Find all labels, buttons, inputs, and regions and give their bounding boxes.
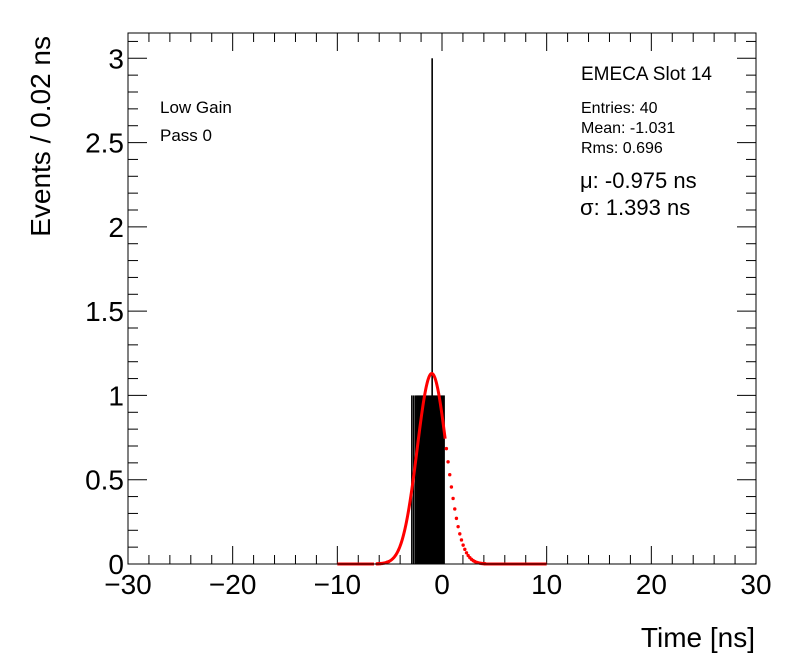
histogram-bin	[423, 395, 426, 564]
histogram-bin	[440, 395, 442, 564]
y-tick-label: 3	[108, 43, 124, 74]
histogram-bin	[426, 395, 429, 564]
histogram-bin	[421, 395, 423, 564]
fit-tail-point	[463, 547, 467, 552]
fit-tail-point	[446, 460, 450, 464]
fit-tail-point	[448, 473, 452, 477]
histogram-bin	[424, 395, 427, 564]
y-tick-label: 0	[108, 549, 124, 580]
fit-tail-point	[444, 446, 449, 451]
histogram-bin	[414, 395, 417, 564]
fit-sigma-label: σ: 1.393 ns	[580, 195, 690, 220]
x-tick-label: −10	[314, 569, 362, 600]
fit-tail-point	[464, 551, 469, 555]
histogram-bin	[425, 395, 428, 564]
gain-label: Low Gain	[160, 98, 232, 117]
histogram-bin	[432, 395, 434, 564]
histogram-bin	[433, 395, 435, 564]
fit-mu-label: μ: -0.975 ns	[580, 168, 697, 193]
histogram-bin	[443, 395, 445, 564]
fit-tail-point	[458, 532, 462, 536]
stats-title: EMECA Slot 14	[581, 64, 712, 85]
fit-tail-point	[459, 538, 464, 542]
pass-label: Pass 0	[160, 126, 212, 145]
histogram-bin	[431, 58, 433, 565]
plot-frame	[127, 32, 757, 565]
histogram-bin	[441, 395, 443, 564]
fit-tail-point	[453, 507, 457, 511]
x-tick-label: 20	[636, 569, 667, 600]
histogram-bin	[419, 395, 421, 564]
histogram-bin	[437, 395, 439, 564]
x-tick-labels: −30 −20 −10 0 10 20 30	[104, 569, 771, 600]
y-tick-label: 2.5	[85, 128, 124, 159]
histogram-bin	[439, 395, 441, 564]
axis-ticks	[127, 33, 757, 565]
histogram-bin	[434, 395, 437, 564]
y-tick-labels: 0 0.5 1 1.5 2 2.5 3	[85, 43, 124, 580]
stats-rms: Rms: 0.696	[581, 140, 663, 157]
fit-tail-point	[451, 496, 455, 501]
x-tick-label: −30	[104, 569, 152, 600]
y-tick-label: 1.5	[85, 296, 124, 327]
fit-tail-point	[454, 516, 459, 521]
histogram-bin	[428, 395, 431, 564]
fit-tail-point	[387, 559, 391, 564]
x-tick-label: 10	[531, 569, 562, 600]
histogram-bin	[442, 395, 444, 564]
histogram-bin	[418, 395, 420, 564]
histogram-bin	[435, 395, 438, 564]
fit-tail-point	[461, 543, 465, 547]
histogram-bin	[416, 395, 418, 564]
y-tick-label: 1	[108, 380, 124, 411]
x-tick-label: −20	[209, 569, 257, 600]
histogram-bin	[438, 395, 440, 564]
stats-mean: Mean: -1.031	[581, 120, 675, 137]
x-axis-label: Time [ns]	[641, 622, 755, 653]
histogram-bin	[429, 395, 432, 564]
histogram-bin	[422, 395, 424, 564]
fit-curve	[388, 371, 447, 563]
x-tick-label: 30	[740, 569, 771, 600]
fit-tail-point	[456, 524, 460, 529]
y-tick-label: 0.5	[85, 465, 124, 496]
y-axis-label: Events / 0.02 ns	[25, 36, 56, 237]
fit-tail-point	[449, 485, 454, 489]
y-tick-label: 2	[108, 212, 124, 243]
histogram-bin	[433, 395, 436, 564]
x-tick-label: 0	[434, 569, 450, 600]
stats-entries: Entries: 40	[581, 100, 658, 117]
histogram-bin	[417, 395, 419, 564]
histogram-bin	[420, 395, 422, 564]
histogram-bin	[427, 395, 430, 564]
